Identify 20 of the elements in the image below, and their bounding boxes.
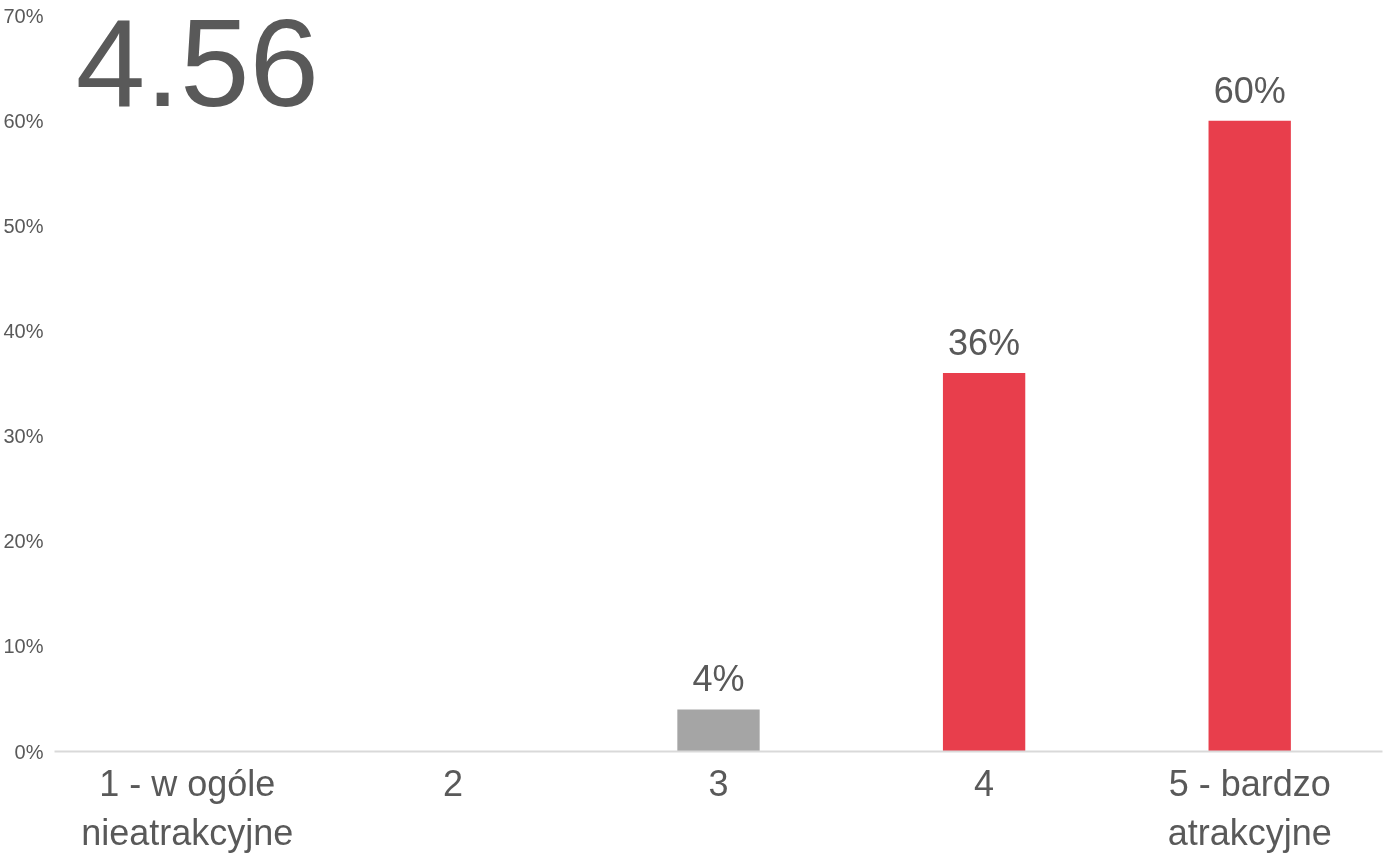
y-tick-label: 50% [3,214,44,237]
bar [1208,120,1291,752]
x-tick-label: 4 [974,762,995,804]
x-tick-label: 2 [442,762,463,804]
y-tick-label: 60% [3,109,44,132]
chart-title: 4.56 [75,0,320,132]
y-tick-label: 0% [14,740,44,763]
y-tick-label: 30% [3,425,44,448]
y-tick-label: 40% [3,319,44,342]
y-tick-label: 70% [3,4,44,27]
data-label: 36% [948,321,1021,363]
y-tick-label: 20% [3,530,44,553]
x-tick-label: 1 - w ogóle nieatrakcyjne [81,762,294,853]
y-tick-label: 10% [3,635,44,658]
data-label: 4% [692,658,745,700]
x-tick-label: 3 [708,762,729,804]
bar [677,709,760,752]
bar [942,372,1026,752]
x-tick-label: 5 - bardzo atrakcyjne [1167,762,1332,853]
data-label: 60% [1213,69,1286,111]
